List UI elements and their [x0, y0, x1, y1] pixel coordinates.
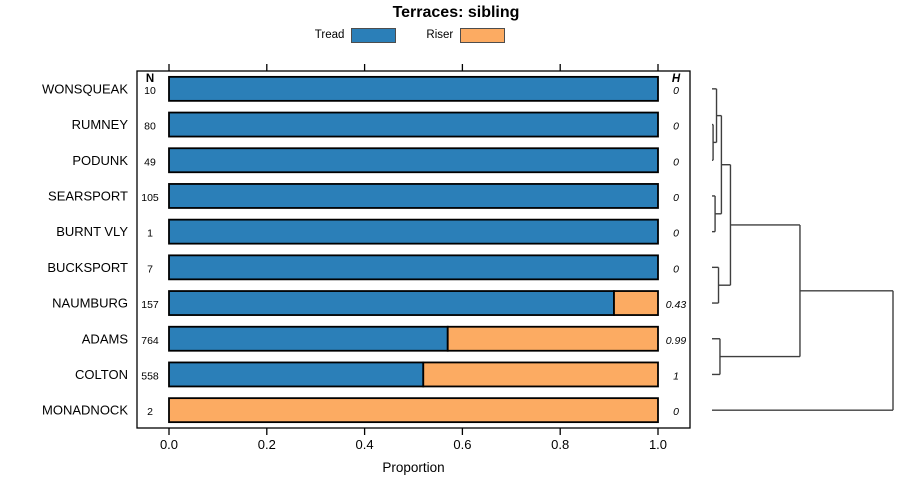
bar-segment-tread: [168, 183, 659, 209]
h-value: 0: [673, 156, 679, 168]
n-value: 105: [141, 192, 159, 204]
h-column-header: H: [672, 73, 681, 85]
h-value: 0: [673, 85, 679, 97]
bar-segment-tread: [168, 75, 659, 102]
bar-segment-tread: [168, 290, 615, 316]
legend-label-tread: Tread: [314, 29, 345, 41]
site-label: SEARSPORT: [48, 188, 128, 203]
site-label: MONADNOCK: [42, 403, 128, 418]
n-value: 80: [144, 121, 156, 133]
x-axis-label: Proportion: [382, 460, 444, 475]
legend-swatch-riser: [460, 27, 506, 43]
site-label: WONSQUEAK: [42, 81, 128, 96]
h-value: 0: [673, 228, 679, 240]
n-column-header: N: [146, 73, 154, 85]
bar-segment-tread: [168, 147, 659, 174]
bar-segment-tread: [168, 325, 449, 352]
x-tick-label: 0.6: [453, 437, 471, 452]
site-label: NAUMBURG: [52, 296, 128, 311]
site-label: RUMNEY: [72, 117, 129, 132]
legend-label-riser: Riser: [426, 29, 454, 41]
h-value: 0: [673, 406, 679, 418]
n-value: 10: [144, 85, 156, 97]
bar-segment-riser: [446, 325, 659, 352]
site-label: ADAMS: [82, 331, 129, 346]
h-value: 0: [673, 192, 679, 204]
legend-swatch-tread: [351, 27, 397, 43]
x-tick-label: 0.4: [356, 437, 374, 452]
site-label: PODUNK: [72, 153, 128, 168]
h-value: 0.43: [666, 299, 687, 311]
x-tick-label: 0.2: [258, 437, 276, 452]
bar-segment-tread: [168, 254, 659, 281]
n-value: 157: [141, 299, 159, 311]
bar-segment-riser: [422, 361, 659, 388]
site-label: BUCKSPORT: [47, 260, 128, 275]
site-label: BURNT VLY: [56, 224, 128, 239]
bar-segment-tread: [168, 218, 659, 245]
h-value: 0.99: [666, 335, 687, 347]
bar-segment-tread: [168, 111, 659, 138]
n-value: 764: [141, 335, 159, 347]
site-label: COLTON: [75, 367, 128, 382]
h-value: 0: [673, 263, 679, 275]
chart-legend: Tread Riser: [0, 27, 820, 43]
bar-segment-riser: [168, 397, 659, 424]
n-value: 49: [144, 156, 156, 168]
n-value: 7: [147, 263, 153, 275]
h-value: 1: [673, 370, 679, 382]
n-value: 2: [147, 406, 153, 418]
bar-segment-tread: [168, 361, 425, 388]
n-value: 558: [141, 370, 159, 382]
plot-box: [136, 70, 691, 429]
n-value: 1: [147, 228, 153, 240]
bar-segment-riser: [613, 290, 659, 316]
x-tick-label: 1.0: [649, 437, 667, 452]
x-tick-label: 0.8: [551, 437, 569, 452]
x-tick-label: 0.0: [160, 437, 178, 452]
chart-title: Terraces: sibling: [392, 4, 520, 21]
h-value: 0: [673, 121, 679, 133]
